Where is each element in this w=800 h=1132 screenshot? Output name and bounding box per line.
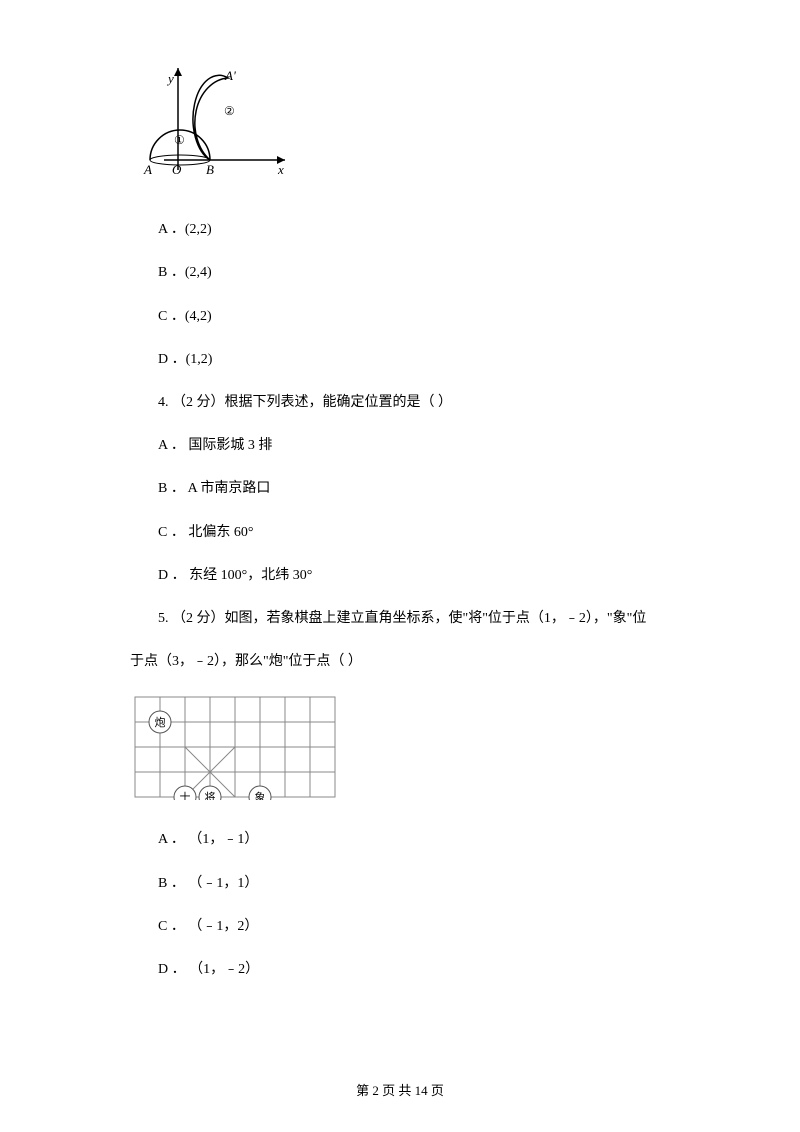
figure1-svg: y x A O B A' ① ② xyxy=(130,60,295,190)
x-axis-label: x xyxy=(277,162,284,177)
q3-option-d: D ．(1,2) xyxy=(130,347,690,372)
figure2-svg: 炮 士 将 象 xyxy=(130,692,342,800)
figure-coordinate-moon: y x A O B A' ① ② xyxy=(130,60,690,199)
piece-xiang: 象 xyxy=(255,791,266,800)
piece-pao: 炮 xyxy=(155,716,166,729)
q4-option-b: B ． A 市南京路口 xyxy=(130,476,690,501)
q4-option-a: A ． 国际影城 3 排 xyxy=(130,433,690,458)
q5-option-b: B ． （﹣1，1） xyxy=(130,871,690,896)
point-a-label: A xyxy=(143,162,152,177)
q4-option-c: C ． 北偏东 60° xyxy=(130,520,690,545)
q3-option-a: A ．(2,2) xyxy=(130,217,690,242)
q5-stem-line1: 5. （2 分）如图，若象棋盘上建立直角坐标系，使"将"位于点（1，﹣2），"象… xyxy=(130,606,690,631)
q4-stem: 4. （2 分）根据下列表述，能确定位置的是（ ） xyxy=(130,390,690,415)
q5-option-a: A ． （1，﹣1） xyxy=(130,827,690,852)
y-axis-label: y xyxy=(166,71,174,86)
region-1-label: ① xyxy=(174,133,185,147)
point-a-prime-label: A' xyxy=(224,68,236,83)
point-b-label: B xyxy=(206,162,214,177)
q3-option-c: C ．(4,2) xyxy=(130,304,690,329)
point-o-label: O xyxy=(172,162,182,177)
piece-jiang: 将 xyxy=(205,791,216,800)
q4-option-d: D ． 东经 100°，北纬 30° xyxy=(130,563,690,588)
page-footer: 第 2 页 共 14 页 xyxy=(0,1079,800,1102)
q3-option-b: B ．(2,4) xyxy=(130,260,690,285)
q5-stem-line2: 于点（3，﹣2），那么"炮"位于点（ ） xyxy=(130,649,690,674)
q5-option-c: C ． （﹣1，2） xyxy=(130,914,690,939)
region-2-label: ② xyxy=(224,104,235,118)
piece-shi: 士 xyxy=(180,791,191,800)
figure-chessboard: 炮 士 将 象 xyxy=(130,692,690,809)
q5-option-d: D ． （1，﹣2） xyxy=(130,957,690,982)
